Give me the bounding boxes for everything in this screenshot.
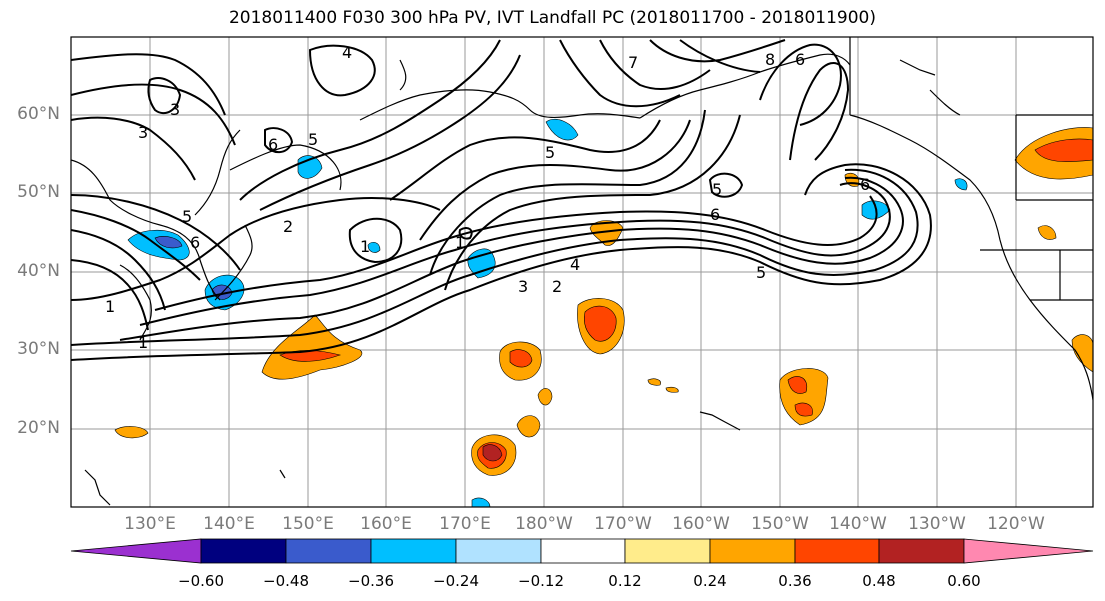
colorbar-tick-label: 0.12 <box>608 572 642 590</box>
colorbar-swatch <box>878 538 965 564</box>
colorbar-swatch <box>285 538 372 564</box>
contour-label: 5 <box>756 263 766 282</box>
contour-label: 8 <box>765 50 775 69</box>
anomaly-blob <box>665 386 679 393</box>
lat-label: 60°N <box>17 104 60 124</box>
contour-label: 6 <box>710 205 720 224</box>
lon-label: 120°W <box>987 514 1045 534</box>
lon-label: 140°E <box>203 514 255 534</box>
contour-label: 4 <box>570 255 580 274</box>
lat-label: 40°N <box>17 261 60 281</box>
lon-label: 160°W <box>672 514 730 534</box>
anomaly-blob <box>537 388 553 406</box>
colorbar-tick-label: −0.60 <box>178 572 224 590</box>
contour-label: 1 <box>138 333 148 352</box>
lon-label: 160°E <box>360 514 412 534</box>
pv-contours <box>71 39 932 361</box>
anomaly-blob <box>787 376 808 394</box>
anomaly-blob <box>1034 138 1093 162</box>
colorbar-arrow-left <box>70 538 202 564</box>
contour-label: 2 <box>552 277 562 296</box>
contour-label: 6 <box>268 135 278 154</box>
anomaly-blob <box>545 118 579 141</box>
contour-label: 2 <box>283 217 293 236</box>
lon-label: 140°W <box>829 514 887 534</box>
lat-label: 30°N <box>17 339 60 359</box>
lat-label: 20°N <box>17 418 60 438</box>
contour-label: 5 <box>545 143 555 162</box>
lon-label: 130°E <box>124 514 176 534</box>
anomaly-blob <box>516 415 541 438</box>
lon-label: 150°E <box>282 514 334 534</box>
anomaly-blob <box>261 314 363 380</box>
anomaly-blob <box>1071 334 1093 373</box>
anomaly-blob <box>279 350 342 362</box>
colorbar-swatch <box>200 538 287 564</box>
colorbar-tick-label: −0.48 <box>263 572 309 590</box>
anomaly-blob <box>467 248 496 279</box>
plot-frame <box>70 36 1094 508</box>
contour-labels: 3 6 5 4 3 7 8 6 5 6 5 6 2 1 5 6 1 1 2 3 … <box>105 43 870 352</box>
contour-label: 5 <box>712 180 722 199</box>
coastlines <box>71 37 1093 506</box>
positive-anomaly-regions <box>114 127 1093 476</box>
colorbar-tick-label: 0.60 <box>947 572 981 590</box>
contour-label: 6 <box>860 175 870 194</box>
anomaly-blob <box>647 378 661 386</box>
anomaly-blob <box>482 444 503 462</box>
map-title: 2018011400 F030 300 hPa PV, IVT Landfall… <box>228 8 876 28</box>
colorbar-tick-label: 0.48 <box>862 572 896 590</box>
contour-label: 5 <box>308 130 318 149</box>
anomaly-blob <box>794 402 813 417</box>
anomaly-blob <box>114 426 149 439</box>
colorbar-tick-label: 0.36 <box>778 572 812 590</box>
contour-label: 6 <box>190 233 200 252</box>
contour-label: 5 <box>182 207 192 226</box>
contour-label: 1 <box>105 297 115 316</box>
colorbar <box>70 538 1094 564</box>
colorbar-swatch <box>540 538 626 564</box>
colorbar-swatch <box>624 538 711 564</box>
colorbar-arrow-right <box>963 538 1094 564</box>
colorbar-tick-label: 0.24 <box>693 572 727 590</box>
contour-label: 6 <box>795 50 805 69</box>
anomaly-blob <box>954 178 968 191</box>
colorbar-tick-label: −0.24 <box>433 572 479 590</box>
anomaly-blob <box>367 241 381 253</box>
lat-label: 50°N <box>17 182 60 202</box>
colorbar-swatch <box>370 538 457 564</box>
contour-label: 3 <box>518 277 528 296</box>
contour-label: 1 <box>360 237 370 256</box>
lon-label: 130°W <box>908 514 966 534</box>
contour-label: 3 <box>170 100 180 119</box>
colorbar-swatch <box>455 538 542 564</box>
anomaly-blob <box>154 236 183 249</box>
lon-label: 180°W <box>515 514 573 534</box>
anomaly-blob <box>589 220 624 246</box>
contour-label: 3 <box>138 123 148 142</box>
anomaly-blob <box>509 349 533 368</box>
colorbar-swatch <box>709 538 796 564</box>
lon-label: 170°E <box>439 514 491 534</box>
lon-label: 150°W <box>751 514 809 534</box>
anomaly-blob <box>1037 225 1057 240</box>
contour-label: 4 <box>342 43 352 62</box>
lon-label: 170°W <box>594 514 652 534</box>
colorbar-tick-label: −0.36 <box>348 572 394 590</box>
colorbar-tick-label: −0.12 <box>518 572 564 590</box>
anomaly-blob <box>584 305 617 342</box>
contour-label: 7 <box>628 53 638 72</box>
contour-label: 1 <box>455 233 465 252</box>
colorbar-swatch <box>794 538 880 564</box>
anomaly-blob <box>471 497 491 507</box>
